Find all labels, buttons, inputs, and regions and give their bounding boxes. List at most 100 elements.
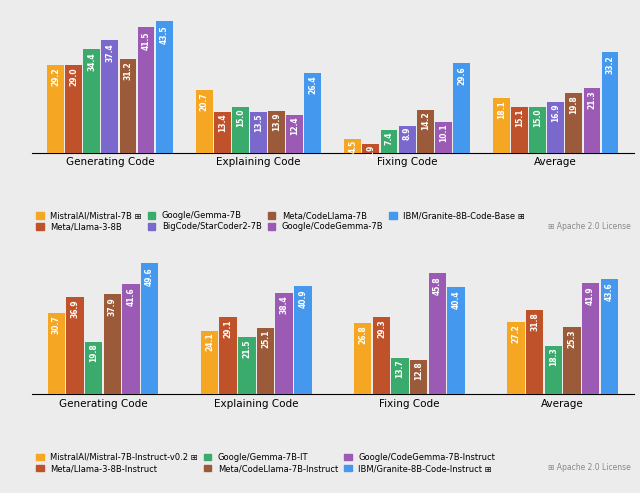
Text: ⊞ Apache 2.0 License: ⊞ Apache 2.0 License <box>548 222 630 231</box>
Text: 30.7: 30.7 <box>52 316 61 334</box>
Bar <box>294 286 312 394</box>
Text: 41.9: 41.9 <box>586 286 595 305</box>
Bar <box>196 90 212 153</box>
Text: 13.5: 13.5 <box>254 113 263 132</box>
Text: 41.6: 41.6 <box>127 287 136 306</box>
Text: 18.1: 18.1 <box>497 100 506 118</box>
Text: 19.8: 19.8 <box>570 95 579 113</box>
Bar <box>529 107 546 153</box>
Text: 29.2: 29.2 <box>51 67 60 86</box>
Bar <box>526 310 543 394</box>
Bar <box>232 107 249 153</box>
Text: 7.4: 7.4 <box>385 131 394 144</box>
Bar <box>582 283 599 394</box>
Bar <box>122 284 140 394</box>
Text: 15.1: 15.1 <box>515 108 524 127</box>
Text: 15.0: 15.0 <box>533 109 542 127</box>
Bar <box>601 279 618 394</box>
Text: 16.9: 16.9 <box>551 104 560 122</box>
Bar <box>602 52 618 153</box>
Text: 13.4: 13.4 <box>218 113 227 132</box>
Text: 18.3: 18.3 <box>549 348 558 366</box>
Bar <box>305 73 321 153</box>
Text: 31.8: 31.8 <box>530 313 539 331</box>
Text: ⊞ Apache 2.0 License: ⊞ Apache 2.0 License <box>548 463 630 472</box>
Text: 43.5: 43.5 <box>159 25 169 44</box>
Bar <box>67 297 84 394</box>
Text: 10.1: 10.1 <box>439 123 448 142</box>
Bar <box>354 323 371 394</box>
Bar <box>547 102 564 153</box>
Bar <box>584 88 600 153</box>
Bar <box>399 126 415 153</box>
Bar <box>381 131 397 153</box>
Bar <box>362 144 380 153</box>
Bar <box>508 322 525 394</box>
Text: 15.0: 15.0 <box>236 109 245 127</box>
Text: 40.4: 40.4 <box>452 290 461 309</box>
Text: 37.4: 37.4 <box>106 43 115 62</box>
Bar <box>447 287 465 394</box>
Text: 2.9: 2.9 <box>367 144 376 158</box>
Bar <box>511 107 528 153</box>
Text: 36.9: 36.9 <box>70 300 79 318</box>
Bar <box>268 111 285 153</box>
Bar <box>257 328 274 394</box>
Bar <box>344 139 361 153</box>
Text: 25.3: 25.3 <box>568 329 577 348</box>
Text: 12.4: 12.4 <box>290 116 299 135</box>
Bar <box>120 59 136 153</box>
Bar <box>563 327 580 394</box>
Text: 27.2: 27.2 <box>511 324 520 343</box>
Bar <box>83 49 100 153</box>
Text: 4.5: 4.5 <box>348 140 357 153</box>
Bar <box>453 64 470 153</box>
Bar <box>104 294 121 394</box>
Text: 49.6: 49.6 <box>145 267 154 285</box>
Bar <box>286 115 303 153</box>
Bar <box>47 313 65 394</box>
Text: 45.8: 45.8 <box>433 277 442 295</box>
Bar <box>429 273 446 394</box>
Text: 14.2: 14.2 <box>420 111 429 130</box>
Text: 13.9: 13.9 <box>272 112 281 131</box>
Bar <box>138 28 154 153</box>
Bar <box>250 112 267 153</box>
Bar <box>214 112 230 153</box>
Text: 43.6: 43.6 <box>605 282 614 301</box>
Text: 19.8: 19.8 <box>89 344 98 362</box>
Bar <box>417 110 434 153</box>
Text: 26.8: 26.8 <box>358 325 367 344</box>
Text: 33.2: 33.2 <box>605 56 614 74</box>
Text: 29.1: 29.1 <box>223 319 233 338</box>
Bar <box>545 346 562 394</box>
Bar <box>392 358 409 394</box>
Legend: MistralAI/Mistral-7B ⊞, Meta/Llama-3-8B, Google/Gemma-7B, BigCode/StarCoder2-7B,: MistralAI/Mistral-7B ⊞, Meta/Llama-3-8B,… <box>36 211 525 232</box>
Bar <box>101 40 118 153</box>
Bar <box>141 263 158 394</box>
Text: 26.4: 26.4 <box>308 75 317 94</box>
Text: 8.9: 8.9 <box>403 127 412 140</box>
Text: 12.8: 12.8 <box>414 361 423 380</box>
Bar <box>275 293 293 394</box>
Text: 24.1: 24.1 <box>205 332 214 351</box>
Text: 38.4: 38.4 <box>280 296 289 315</box>
Text: 40.9: 40.9 <box>298 289 307 308</box>
Text: 37.9: 37.9 <box>108 297 116 316</box>
Text: 34.4: 34.4 <box>87 52 96 70</box>
Text: 20.7: 20.7 <box>200 92 209 111</box>
Text: 29.3: 29.3 <box>377 319 386 338</box>
Bar <box>238 337 255 394</box>
Text: 29.6: 29.6 <box>457 66 466 85</box>
Bar <box>435 122 452 153</box>
Text: 31.2: 31.2 <box>124 61 132 80</box>
Text: 25.1: 25.1 <box>261 330 270 349</box>
Text: 41.5: 41.5 <box>141 31 150 50</box>
Bar <box>47 65 64 153</box>
Bar <box>493 98 510 153</box>
Bar <box>220 317 237 394</box>
Text: 21.3: 21.3 <box>588 90 596 109</box>
Text: 21.5: 21.5 <box>243 339 252 357</box>
Text: 13.7: 13.7 <box>396 359 404 378</box>
Bar <box>85 342 102 394</box>
